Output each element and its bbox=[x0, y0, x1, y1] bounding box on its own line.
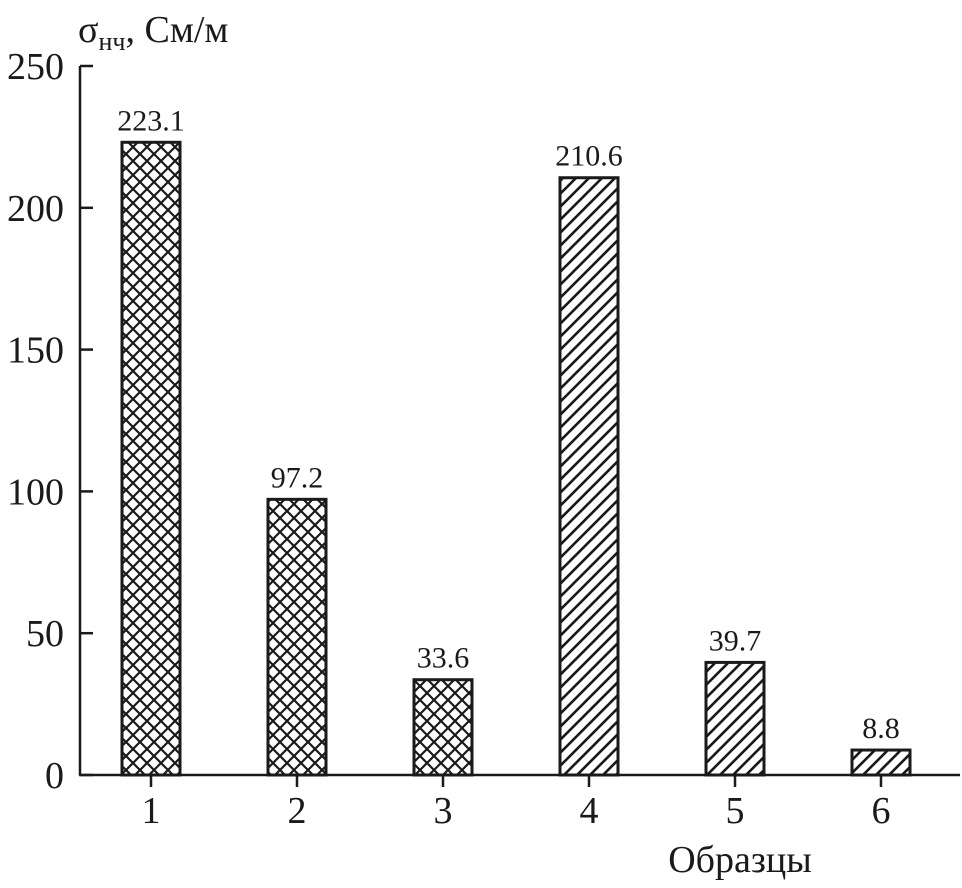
y-tick-group: 0 50 100 150 200 250 bbox=[7, 46, 93, 797]
x-tick-group: 1 2 3 4 5 6 bbox=[142, 775, 891, 832]
y-axis-title: σнч, См/м bbox=[78, 9, 228, 56]
bar-3 bbox=[412, 678, 474, 777]
x-tick-label: 5 bbox=[726, 790, 745, 832]
y-tick-label: 200 bbox=[7, 188, 64, 230]
bar-6 bbox=[850, 748, 912, 777]
y-axis-unit: , См/м bbox=[125, 9, 228, 51]
y-tick-label: 250 bbox=[7, 46, 64, 88]
y-tick-label: 100 bbox=[7, 471, 64, 513]
y-axis-subscript: нч bbox=[98, 27, 125, 56]
y-tick-label: 150 bbox=[7, 330, 64, 372]
bar-value-label: 33.6 bbox=[417, 642, 470, 675]
bar-5 bbox=[704, 660, 766, 777]
bar-1 bbox=[120, 140, 182, 777]
x-tick-label: 4 bbox=[580, 790, 599, 832]
bar-group: 223.1 97.2 33.6 210.6 39.7 8.8 bbox=[117, 104, 912, 777]
y-tick-label: 0 bbox=[45, 755, 64, 797]
x-tick-label: 2 bbox=[288, 790, 307, 832]
bar-2 bbox=[266, 497, 328, 777]
x-tick-label: 1 bbox=[142, 790, 161, 832]
y-tick-label: 50 bbox=[26, 613, 64, 655]
bar-value-label: 39.7 bbox=[709, 624, 762, 657]
y-axis-symbol: σ bbox=[78, 9, 98, 51]
bar-value-label: 97.2 bbox=[271, 461, 324, 494]
bar-4 bbox=[558, 176, 620, 777]
x-axis-title: Образцы bbox=[668, 839, 812, 881]
x-tick-label: 3 bbox=[434, 790, 453, 832]
bar-value-label: 210.6 bbox=[555, 140, 623, 173]
bar-value-label: 8.8 bbox=[862, 712, 900, 745]
x-tick-label: 6 bbox=[872, 790, 891, 832]
bar-value-label: 223.1 bbox=[117, 104, 185, 137]
